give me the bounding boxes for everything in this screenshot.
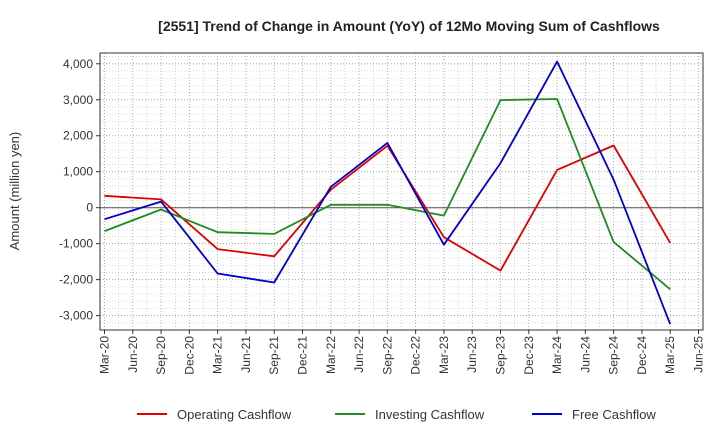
y-tick-label: -3,000 bbox=[59, 309, 93, 323]
x-tick-label: Mar-23 bbox=[437, 336, 451, 374]
y-tick-label: 2,000 bbox=[63, 129, 93, 143]
y-tick-label: 4,000 bbox=[63, 57, 93, 71]
x-tick-label: Jun-22 bbox=[352, 336, 366, 373]
x-tick-label: Dec-23 bbox=[522, 336, 536, 375]
plot-frame bbox=[99, 52, 704, 331]
x-tick-label: Sep-24 bbox=[607, 336, 621, 375]
x-tick-label: Jun-24 bbox=[578, 336, 592, 373]
x-tick-label: Dec-21 bbox=[296, 336, 310, 375]
x-tick-label: Sep-23 bbox=[494, 336, 508, 375]
x-tick-label: Sep-21 bbox=[267, 336, 281, 375]
x-tick-label: Jun-20 bbox=[126, 336, 140, 373]
y-tick-label: 0 bbox=[86, 201, 93, 215]
y-tick-label: 3,000 bbox=[63, 93, 93, 107]
legend: Operating Cashflow Investing Cashflow Free… bbox=[137, 407, 656, 422]
x-tick-label: Mar-20 bbox=[98, 336, 112, 374]
x-tick-label: Sep-22 bbox=[380, 336, 394, 375]
y-tick-label: 1,000 bbox=[63, 165, 93, 179]
x-tick-label: Jun-23 bbox=[465, 336, 479, 373]
series-layer bbox=[104, 60, 672, 325]
y-tick-label: -2,000 bbox=[59, 273, 93, 287]
x-tick-label: Dec-22 bbox=[409, 336, 423, 375]
x-tick-label: Jun-25 bbox=[692, 336, 706, 373]
y-tick-label: -1,000 bbox=[59, 237, 93, 251]
x-tick-label: Sep-20 bbox=[154, 336, 168, 375]
x-tick-label: Mar-24 bbox=[550, 336, 564, 374]
x-tick-label: Jun-21 bbox=[239, 336, 253, 373]
x-tick-label: Dec-20 bbox=[182, 336, 196, 375]
x-tick-label: Mar-21 bbox=[211, 336, 225, 374]
legend-label-investing-cashflow: Investing Cashflow bbox=[375, 407, 485, 422]
y-axis-ticks: 4,000 3,000 2,000 1,000 0 -1,000 -2,000 -3,000 bbox=[59, 57, 100, 323]
y-axis-label: Amount (million yen) bbox=[7, 132, 22, 251]
legend-label-free-cashflow: Free Cashflow bbox=[572, 407, 656, 422]
chart-title: [2551] Trend of Change in Amount (YoY) o… bbox=[158, 18, 660, 34]
grid bbox=[100, 53, 703, 331]
legend-label-operating-cashflow: Operating Cashflow bbox=[177, 407, 292, 422]
x-tick-label: Mar-25 bbox=[663, 336, 677, 374]
x-tick-label: Dec-24 bbox=[635, 336, 649, 375]
x-axis-ticks: Mar-20 Jun-20 Sep-20 Dec-20 Mar-21 Jun-21 Sep-… bbox=[98, 330, 706, 375]
x-tick-label: Mar-22 bbox=[324, 336, 338, 374]
